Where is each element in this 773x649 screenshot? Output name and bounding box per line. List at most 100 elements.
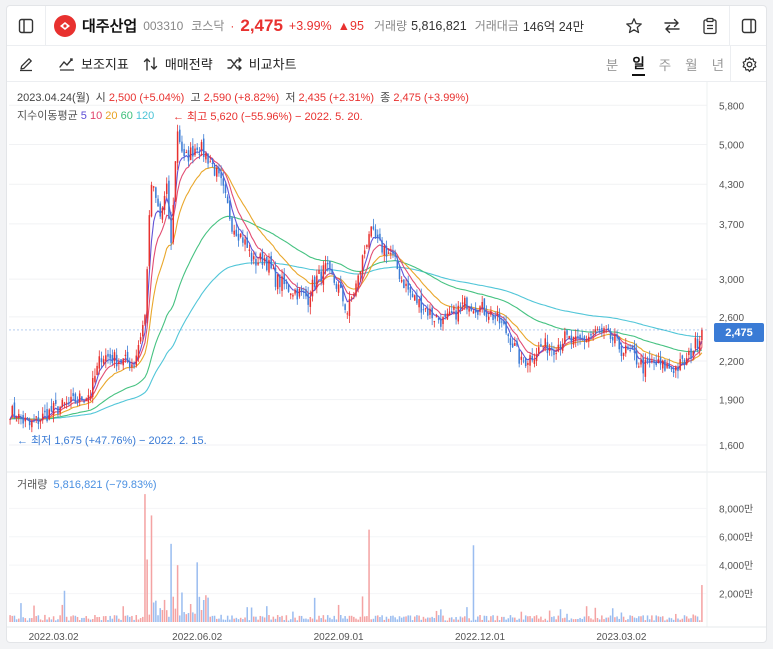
tab-month[interactable]: 월 — [685, 58, 698, 73]
candle-body — [115, 354, 118, 367]
right-panel-toggle-icon[interactable] — [730, 6, 766, 46]
ma-legend[interactable]: 지수이동평균 5 10 20 60 120 — [17, 107, 154, 123]
candle-body — [533, 359, 536, 364]
volume-bar — [309, 617, 312, 622]
volume-bar — [570, 618, 573, 622]
candle-body — [531, 355, 533, 361]
candle-body — [183, 149, 185, 157]
volume-bar — [44, 614, 46, 622]
volume-bar — [359, 616, 362, 622]
chart-area[interactable]: 5,800 5,000 4,300 3,700 3,000 2,600 2,200 1,900… — [7, 82, 767, 643]
candle-body — [413, 295, 416, 301]
candle-body — [357, 275, 359, 288]
strategy-button[interactable]: 매매전략 — [143, 54, 213, 73]
candle-body — [44, 410, 46, 413]
stock-name[interactable]: 대주산업 — [82, 18, 138, 35]
volume-bar — [322, 615, 325, 622]
volume-bar — [63, 590, 66, 622]
volume-bar — [568, 620, 570, 622]
tab-minute[interactable]: 분 — [605, 58, 619, 73]
pencil-icon[interactable] — [7, 46, 45, 82]
candle-body — [168, 180, 170, 219]
candle-body — [179, 129, 181, 142]
volume-bar — [200, 609, 203, 622]
candle-body — [664, 359, 666, 371]
volume-bar — [403, 616, 405, 622]
volume-bar — [646, 615, 649, 622]
volume-bar — [81, 617, 83, 622]
candle-body — [252, 256, 255, 260]
volume-bar — [187, 613, 190, 622]
volume-bar — [511, 617, 514, 622]
volume-bar — [353, 616, 355, 622]
candle-body — [233, 230, 235, 235]
compare-button[interactable]: 비교차트 — [226, 54, 297, 73]
star-icon[interactable] — [615, 6, 653, 46]
candle-body — [398, 269, 401, 279]
volume-bar — [487, 620, 490, 622]
volume-bar — [485, 615, 488, 622]
candle-body — [501, 321, 503, 323]
volume-bar — [148, 614, 151, 622]
candle-body — [37, 417, 40, 424]
info-date: 2023.04.24(월) — [17, 92, 90, 104]
volume-panel-title: 거래량 5,816,821 (−79.83%) — [17, 476, 157, 492]
volume-bar — [76, 616, 79, 622]
tab-week[interactable]: 주 — [658, 58, 672, 73]
gear-icon[interactable] — [730, 46, 766, 82]
clipboard-icon[interactable] — [691, 6, 729, 46]
candle-body — [239, 233, 242, 238]
tab-day[interactable]: 일 — [632, 52, 645, 76]
volume-bar — [289, 619, 292, 622]
ma-10-label: 10 — [89, 110, 103, 122]
volume-bar — [492, 615, 494, 622]
candle-body — [87, 395, 90, 403]
left-panel-toggle-icon[interactable] — [7, 6, 45, 46]
price-chart[interactable]: 5,800 5,000 4,300 3,700 3,000 2,600 2,200 1,900… — [7, 82, 767, 643]
candle-body — [48, 409, 51, 420]
ma-120-line — [10, 262, 702, 420]
candle-body — [529, 355, 531, 366]
candle-body — [461, 302, 464, 304]
volume-bar — [105, 616, 107, 622]
tab-year[interactable]: 년 — [711, 58, 724, 73]
candle-body — [614, 335, 616, 344]
volume-bar — [170, 543, 172, 622]
volume-bar — [26, 620, 29, 622]
candle-body — [564, 331, 566, 344]
volume-bar — [211, 615, 214, 622]
candle-body — [344, 304, 346, 310]
candle-body — [174, 161, 177, 202]
volume-bar — [46, 619, 48, 622]
high-label: 고 — [190, 92, 201, 104]
volume-bar — [574, 619, 577, 622]
candle-body — [625, 345, 627, 354]
candle-body — [268, 259, 270, 273]
candle-body — [272, 268, 275, 270]
candle-body — [627, 346, 629, 350]
volume-bar — [661, 616, 664, 622]
candle-body — [340, 282, 342, 288]
indicator-button[interactable]: 보조지표 — [59, 54, 129, 73]
swap-arrows-icon[interactable] — [653, 6, 691, 46]
compare-label: 비교차트 — [248, 57, 297, 72]
candle-body — [335, 283, 338, 289]
volume-bar — [35, 616, 37, 622]
volume-bar — [115, 615, 118, 622]
volume-bar — [55, 620, 57, 622]
candle-body — [616, 334, 618, 338]
open-value: 2,500 (+5.04%) — [108, 92, 185, 104]
volume-bar — [133, 619, 135, 622]
volume-bar — [61, 604, 64, 622]
ma-60-label: 60 — [120, 110, 133, 122]
volume-bar — [361, 596, 364, 622]
candle-body — [400, 280, 403, 282]
close-label: 종 — [380, 92, 391, 104]
volume-bar — [263, 617, 266, 622]
candle-body — [418, 299, 420, 308]
volume-bar — [585, 606, 588, 622]
volume-bar — [287, 620, 290, 622]
candle-body — [142, 325, 144, 337]
volume-bar — [100, 620, 103, 622]
ma-20-label: 20 — [105, 110, 118, 122]
